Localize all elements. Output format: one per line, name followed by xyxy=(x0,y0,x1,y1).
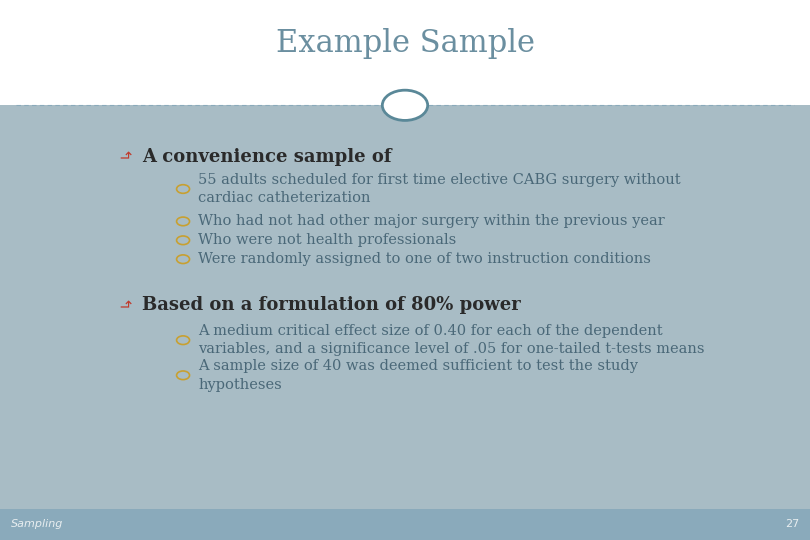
Text: ↰: ↰ xyxy=(114,299,129,312)
Circle shape xyxy=(382,90,428,120)
Text: 55 adults scheduled for first time elective CABG surgery without
cardiac cathete: 55 adults scheduled for first time elect… xyxy=(198,173,681,205)
Text: Were randomly assigned to one of two instruction conditions: Were randomly assigned to one of two ins… xyxy=(198,252,651,266)
Text: A sample size of 40 was deemed sufficient to test the study
hypotheses: A sample size of 40 was deemed sufficien… xyxy=(198,359,638,392)
Text: Who were not health professionals: Who were not health professionals xyxy=(198,233,457,247)
Text: Example Sample: Example Sample xyxy=(275,28,535,59)
Text: A convenience sample of: A convenience sample of xyxy=(142,147,391,166)
Text: Who had not had other major surgery within the previous year: Who had not had other major surgery with… xyxy=(198,214,665,228)
Bar xyxy=(0,105,810,509)
Bar xyxy=(0,0,810,105)
Bar xyxy=(0,509,810,540)
Text: Based on a formulation of 80% power: Based on a formulation of 80% power xyxy=(142,296,521,314)
Text: Sampling: Sampling xyxy=(11,519,63,529)
Text: ↰: ↰ xyxy=(114,150,129,163)
Text: A medium critical effect size of 0.40 for each of the dependent
variables, and a: A medium critical effect size of 0.40 fo… xyxy=(198,324,705,356)
Text: 27: 27 xyxy=(785,519,799,529)
